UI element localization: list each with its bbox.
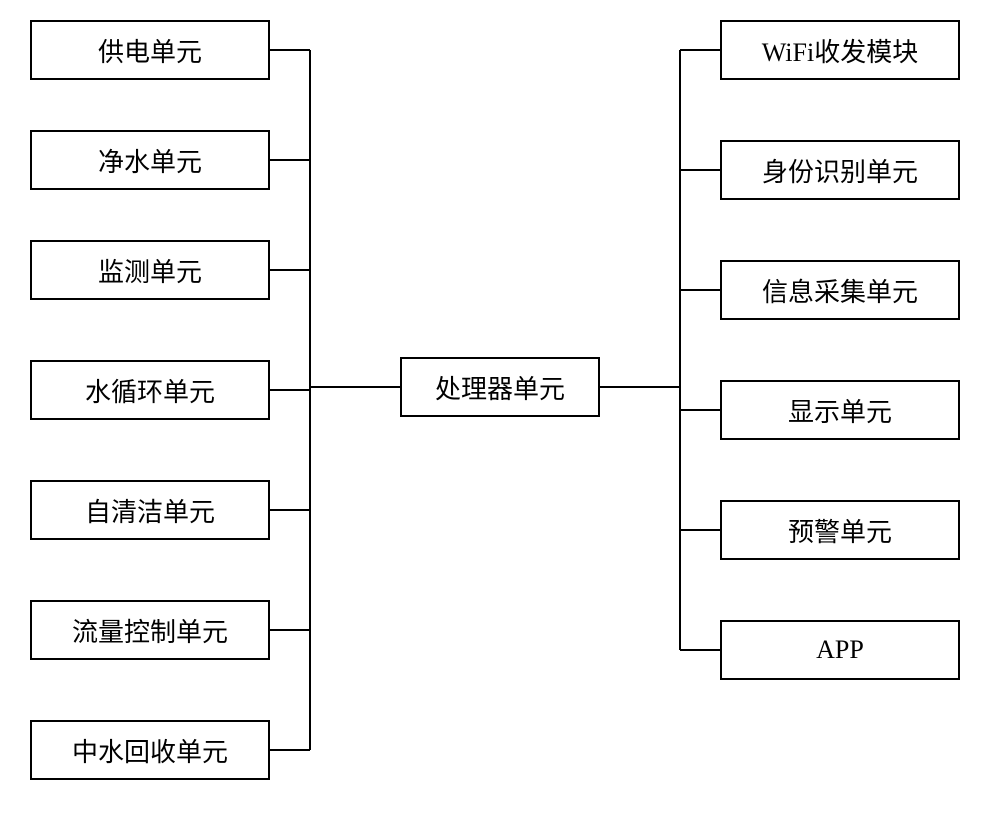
node-app-label: APP xyxy=(816,635,864,665)
node-water-cycle-label: 水循环单元 xyxy=(85,372,215,409)
node-self-clean-label: 自清洁单元 xyxy=(85,492,215,529)
node-processor: 处理器单元 xyxy=(400,357,600,417)
node-power: 供电单元 xyxy=(30,20,270,80)
node-warning-label: 预警单元 xyxy=(788,512,892,549)
node-monitor: 监测单元 xyxy=(30,240,270,300)
node-purify-label: 净水单元 xyxy=(98,142,202,179)
node-warning: 预警单元 xyxy=(720,500,960,560)
node-reclaim: 中水回收单元 xyxy=(30,720,270,780)
node-flow-ctrl-label: 流量控制单元 xyxy=(72,612,228,649)
node-reclaim-label: 中水回收单元 xyxy=(72,732,228,769)
node-collect-label: 信息采集单元 xyxy=(762,272,918,309)
system-block-diagram: 处理器单元 供电单元净水单元监测单元水循环单元自清洁单元流量控制单元中水回收单元 W… xyxy=(0,0,1000,830)
node-processor-label: 处理器单元 xyxy=(435,369,565,406)
node-identity: 身份识别单元 xyxy=(720,140,960,200)
node-power-label: 供电单元 xyxy=(98,32,202,69)
node-self-clean: 自清洁单元 xyxy=(30,480,270,540)
node-collect: 信息采集单元 xyxy=(720,260,960,320)
node-purify: 净水单元 xyxy=(30,130,270,190)
node-monitor-label: 监测单元 xyxy=(98,252,202,289)
node-wifi-label: WiFi收发模块 xyxy=(762,32,918,69)
node-flow-ctrl: 流量控制单元 xyxy=(30,600,270,660)
node-wifi: WiFi收发模块 xyxy=(720,20,960,80)
node-display: 显示单元 xyxy=(720,380,960,440)
node-identity-label: 身份识别单元 xyxy=(762,152,918,189)
node-water-cycle: 水循环单元 xyxy=(30,360,270,420)
node-display-label: 显示单元 xyxy=(788,392,892,429)
node-app: APP xyxy=(720,620,960,680)
